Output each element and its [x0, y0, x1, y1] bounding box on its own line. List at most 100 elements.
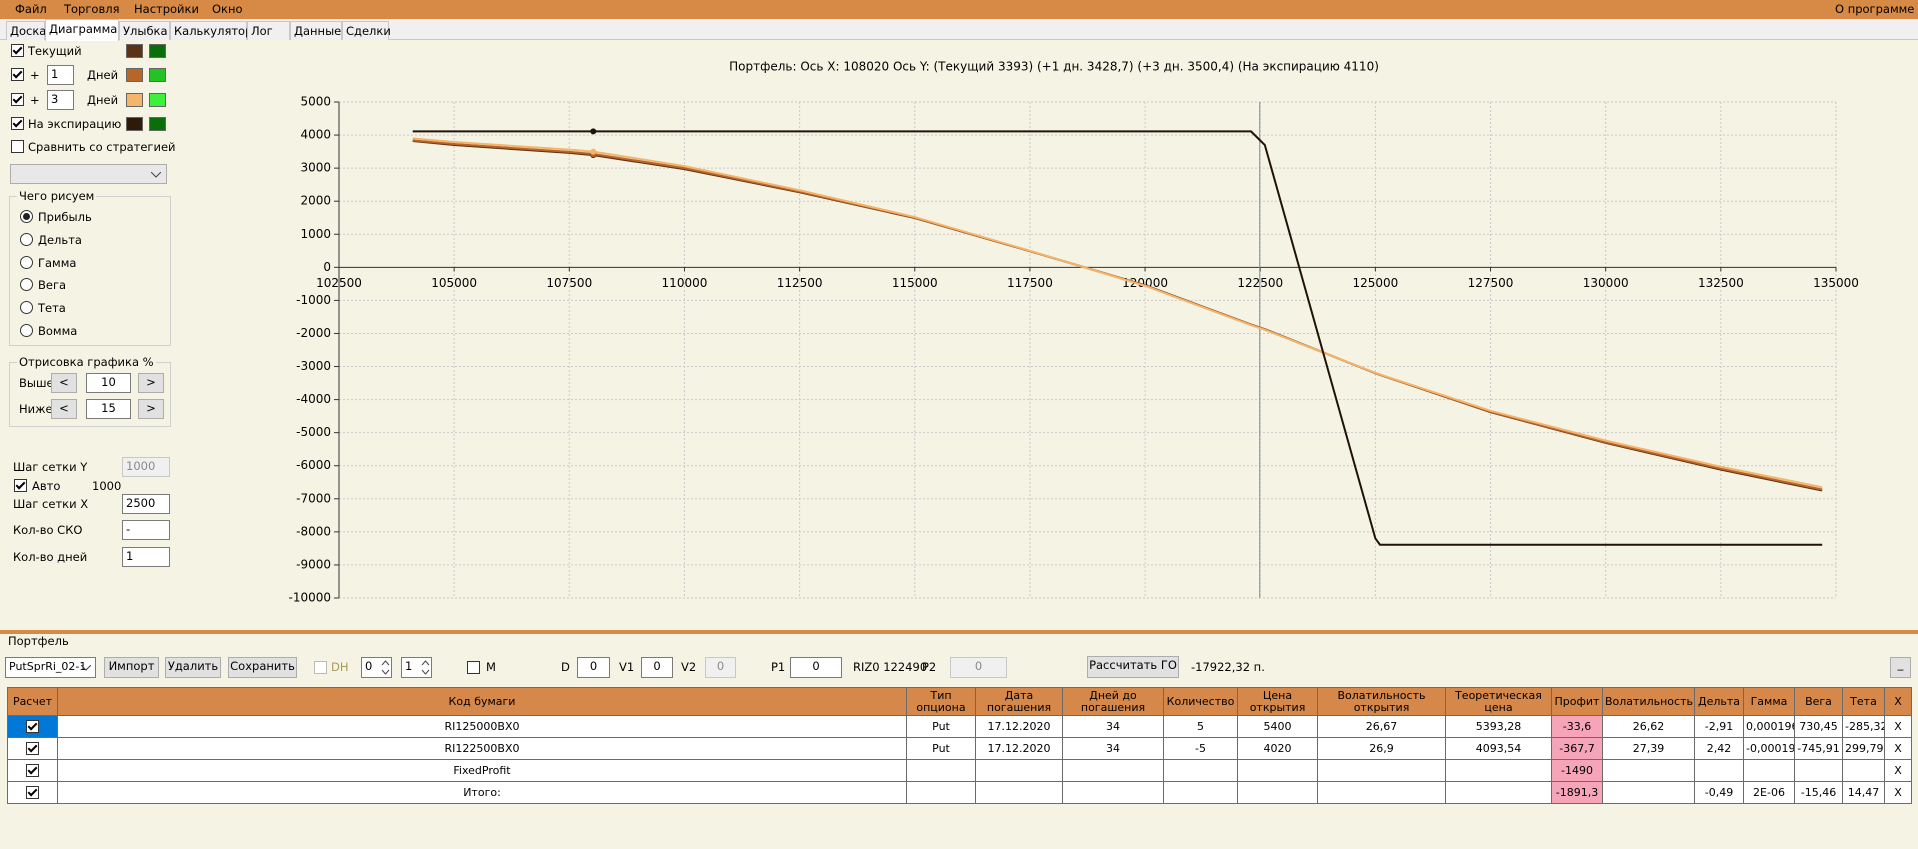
d-label: D — [561, 660, 570, 674]
color-swatch[interactable] — [126, 93, 143, 107]
tab[interactable]: Лог — [247, 21, 290, 40]
tab[interactable]: Калькулятор — [170, 21, 252, 40]
checkbox[interactable] — [467, 661, 480, 674]
spin-input[interactable]: 0 — [361, 657, 392, 678]
calc-cell[interactable] — [7, 737, 58, 760]
dh-label: DH — [331, 660, 349, 674]
y-tick-label: 0 — [323, 260, 331, 274]
color-swatch[interactable] — [149, 117, 166, 131]
table-cell: -0,000194 — [1743, 737, 1795, 760]
table-cell: -367,7 — [1551, 737, 1603, 760]
table-cell: -0,49 — [1694, 781, 1744, 804]
table-row[interactable]: RI122500BX0 Put 17.12.2020 34 -5 4020 26,9 4093… — [7, 737, 1912, 760]
days-unit: Дней — [87, 68, 119, 82]
tab[interactable]: Сделки — [342, 21, 391, 40]
radio[interactable] — [20, 232, 33, 246]
calc-cell[interactable] — [7, 781, 58, 804]
y-tick-label: -10000 — [288, 591, 331, 605]
table-cell[interactable]: X — [1884, 737, 1912, 760]
step-button[interactable]: > — [138, 399, 164, 419]
color-swatch[interactable] — [149, 93, 166, 107]
table-cell — [1842, 759, 1885, 782]
d-input[interactable]: 0 — [577, 657, 610, 678]
checkbox[interactable] — [26, 742, 39, 755]
grid-x-input[interactable]: 2500 — [122, 494, 170, 514]
calc-cell[interactable] — [7, 759, 58, 782]
checkbox[interactable] — [11, 68, 24, 81]
tab[interactable]: Улыбка — [119, 21, 170, 40]
table-cell: RI125000BX0 — [57, 715, 907, 738]
table-cell — [1445, 759, 1552, 782]
table-cell — [1602, 759, 1695, 782]
radio[interactable] — [20, 301, 33, 315]
days-count-input[interactable]: 1 — [122, 547, 170, 567]
table-cell[interactable]: X — [1884, 759, 1912, 782]
button[interactable]: Сохранить — [228, 657, 297, 678]
table-cell[interactable]: X — [1884, 715, 1912, 738]
menu-item[interactable]: Окно — [212, 2, 243, 16]
m-label: M — [486, 660, 496, 674]
table-cell: 34 — [1062, 737, 1164, 760]
checkbox[interactable] — [11, 117, 24, 130]
step-button[interactable]: < — [51, 399, 77, 419]
p1-input[interactable]: 0 — [790, 657, 842, 678]
button[interactable]: Удалить — [165, 657, 221, 678]
radio[interactable] — [20, 278, 33, 292]
days-input[interactable]: 3 — [47, 90, 74, 110]
strategy-select[interactable]: PutSprRi_02-1 — [5, 657, 96, 678]
table-row[interactable]: FixedProfit -1490 X — [7, 759, 1912, 782]
x-tick-label: 135000 — [1813, 276, 1859, 290]
table-cell — [1163, 781, 1238, 804]
p1-label: P1 — [771, 660, 786, 674]
button[interactable]: _ — [1890, 657, 1911, 678]
checkbox[interactable] — [14, 479, 27, 492]
table-row[interactable]: Итого: -1891,3 -0,49 2E-06 -15,46 14,47 X — [7, 781, 1912, 804]
radio[interactable] — [20, 255, 33, 269]
tab[interactable]: Данные — [290, 21, 342, 40]
x-tick-label: 132500 — [1698, 276, 1744, 290]
color-swatch[interactable] — [126, 44, 143, 58]
tab[interactable]: Диаграмма — [45, 19, 119, 41]
table-row[interactable]: RI125000BX0 Put 17.12.2020 34 5 5400 26,67 5393… — [7, 715, 1912, 738]
calc-cell[interactable] — [7, 715, 58, 738]
checkbox[interactable] — [26, 764, 39, 777]
radio[interactable] — [20, 324, 33, 337]
tab[interactable]: Доска — [6, 21, 46, 40]
sko-input[interactable]: - — [122, 520, 170, 540]
button[interactable]: Импорт — [104, 657, 159, 678]
checkbox[interactable] — [11, 93, 24, 106]
percent-input[interactable]: 15 — [86, 399, 131, 419]
color-swatch[interactable] — [126, 68, 143, 82]
days-input[interactable]: 1 — [47, 65, 74, 85]
color-swatch[interactable] — [149, 44, 166, 58]
column-header: Количество — [1163, 687, 1238, 716]
p2-input: 0 — [950, 657, 1007, 678]
button[interactable]: Рассчитать ГО — [1087, 656, 1179, 678]
table-cell: 5393,28 — [1445, 715, 1552, 738]
strategy-combo[interactable] — [10, 164, 167, 184]
checkbox[interactable] — [26, 786, 39, 799]
menu-item[interactable]: Файл — [15, 2, 47, 16]
step-button[interactable]: < — [51, 373, 77, 393]
radio[interactable] — [20, 210, 33, 223]
column-header: Волатильность открытия — [1317, 687, 1446, 716]
table-cell[interactable]: X — [1884, 781, 1912, 804]
menu-item[interactable]: Торговля — [64, 2, 120, 16]
spin-input[interactable]: 1 — [401, 657, 432, 678]
column-header: Цена открытия — [1237, 687, 1318, 716]
checkbox[interactable] — [26, 720, 39, 733]
series-line — [412, 137, 1823, 489]
color-swatch[interactable] — [149, 68, 166, 82]
checkbox[interactable] — [11, 140, 24, 153]
table-cell: -1490 — [1551, 759, 1603, 782]
v1-input[interactable]: 0 — [641, 657, 673, 678]
menu-item[interactable]: О программе — [1835, 2, 1915, 16]
column-header: Вега — [1794, 687, 1843, 716]
menu-item[interactable]: Настройки — [134, 2, 199, 16]
column-header: Гамма — [1743, 687, 1795, 716]
checkbox[interactable] — [11, 44, 24, 57]
percent-input[interactable]: 10 — [86, 373, 131, 393]
step-button[interactable]: > — [138, 373, 164, 393]
color-swatch[interactable] — [126, 117, 143, 131]
